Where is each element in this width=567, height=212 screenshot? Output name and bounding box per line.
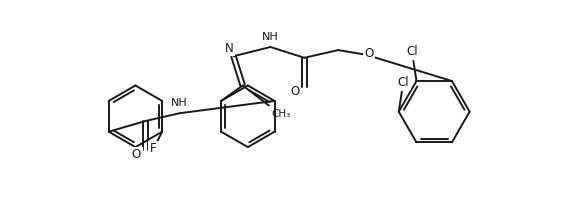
Text: O: O [365,47,374,60]
Text: O: O [132,148,141,161]
Text: NH: NH [262,32,279,42]
Text: F: F [150,142,156,155]
Text: NH: NH [171,98,188,108]
Text: Cl: Cl [406,45,418,58]
Text: CH₃: CH₃ [271,109,290,119]
Text: Cl: Cl [397,76,409,89]
Text: O: O [290,85,300,98]
Text: N: N [225,42,233,55]
